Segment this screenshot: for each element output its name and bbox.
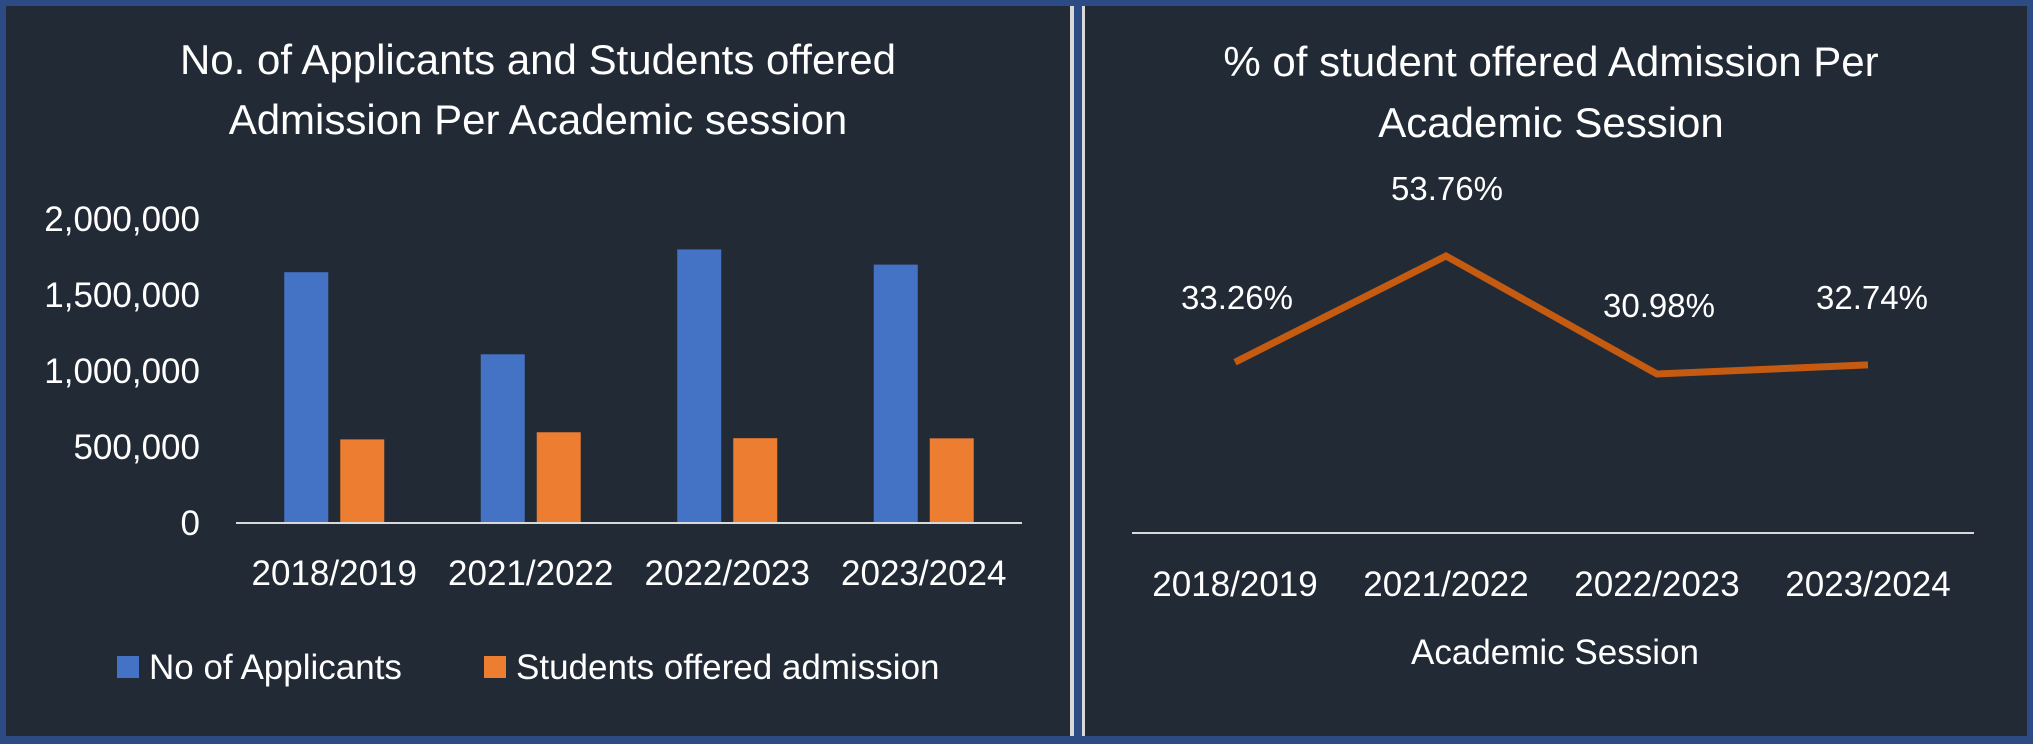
line-data-label: 33.26%	[1181, 279, 1293, 316]
bar-offered	[536, 432, 581, 523]
bar-y-tick-label: 1,000,000	[44, 352, 200, 391]
applicants-chart-panel: No. of Applicants and Students offered A…	[6, 6, 1074, 736]
line-x-tick-label: 2018/2019	[1152, 565, 1317, 604]
bar-x-tick-label: 2021/2022	[448, 554, 613, 593]
bar-offered	[733, 438, 778, 523]
percentage-line	[1233, 252, 1869, 378]
bar-y-tick-label: 1,500,000	[44, 276, 200, 315]
bar-offered	[929, 438, 974, 523]
bar-applicants	[873, 264, 918, 523]
legend-swatch-applicants	[117, 656, 139, 678]
line-x-tick-label: 2022/2023	[1574, 565, 1739, 604]
bar-y-tick-label: 2,000,000	[44, 200, 200, 239]
bar-chart-title-line-2: Admission Per Academic session	[229, 96, 848, 143]
percentage-chart-panel: % of student offered Admission Per Acade…	[1082, 6, 2027, 736]
bar-chart-legend: No of Applicants Students offered admiss…	[117, 648, 940, 687]
legend-label-applicants: No of Applicants	[149, 648, 402, 687]
bar-chart-title-line-1: No. of Applicants and Students offered	[180, 36, 896, 83]
line-data-label: 32.74%	[1816, 279, 1928, 316]
bar-y-tick-label: 0	[181, 504, 200, 543]
bar-applicants	[480, 354, 525, 523]
legend-swatch-offered	[484, 656, 506, 678]
bar-y-tick-label: 500,000	[73, 428, 200, 467]
bar-chart: No. of Applicants and Students offered A…	[44, 36, 1022, 687]
bar-applicants	[284, 272, 329, 523]
line-data-label: 30.98%	[1603, 287, 1715, 324]
bar-offered	[340, 439, 385, 523]
legend-label-offered: Students offered admission	[516, 648, 940, 687]
line-x-tick-label: 2021/2022	[1363, 565, 1528, 604]
line-data-label: 53.76%	[1391, 170, 1503, 207]
line-chart: % of student offered Admission Per Acade…	[1132, 38, 1974, 672]
line-x-tick-label: 2023/2024	[1785, 565, 1950, 604]
bar-applicants	[677, 249, 722, 523]
bar-x-tick-label: 2018/2019	[252, 554, 417, 593]
bar-x-tick-label: 2023/2024	[841, 554, 1006, 593]
line-chart-title-line-2: Academic Session	[1378, 99, 1724, 146]
line-chart-x-axis-title: Academic Session	[1411, 633, 1699, 672]
bar-x-tick-label: 2022/2023	[645, 554, 810, 593]
line-chart-title-line-1: % of student offered Admission Per	[1223, 38, 1878, 85]
